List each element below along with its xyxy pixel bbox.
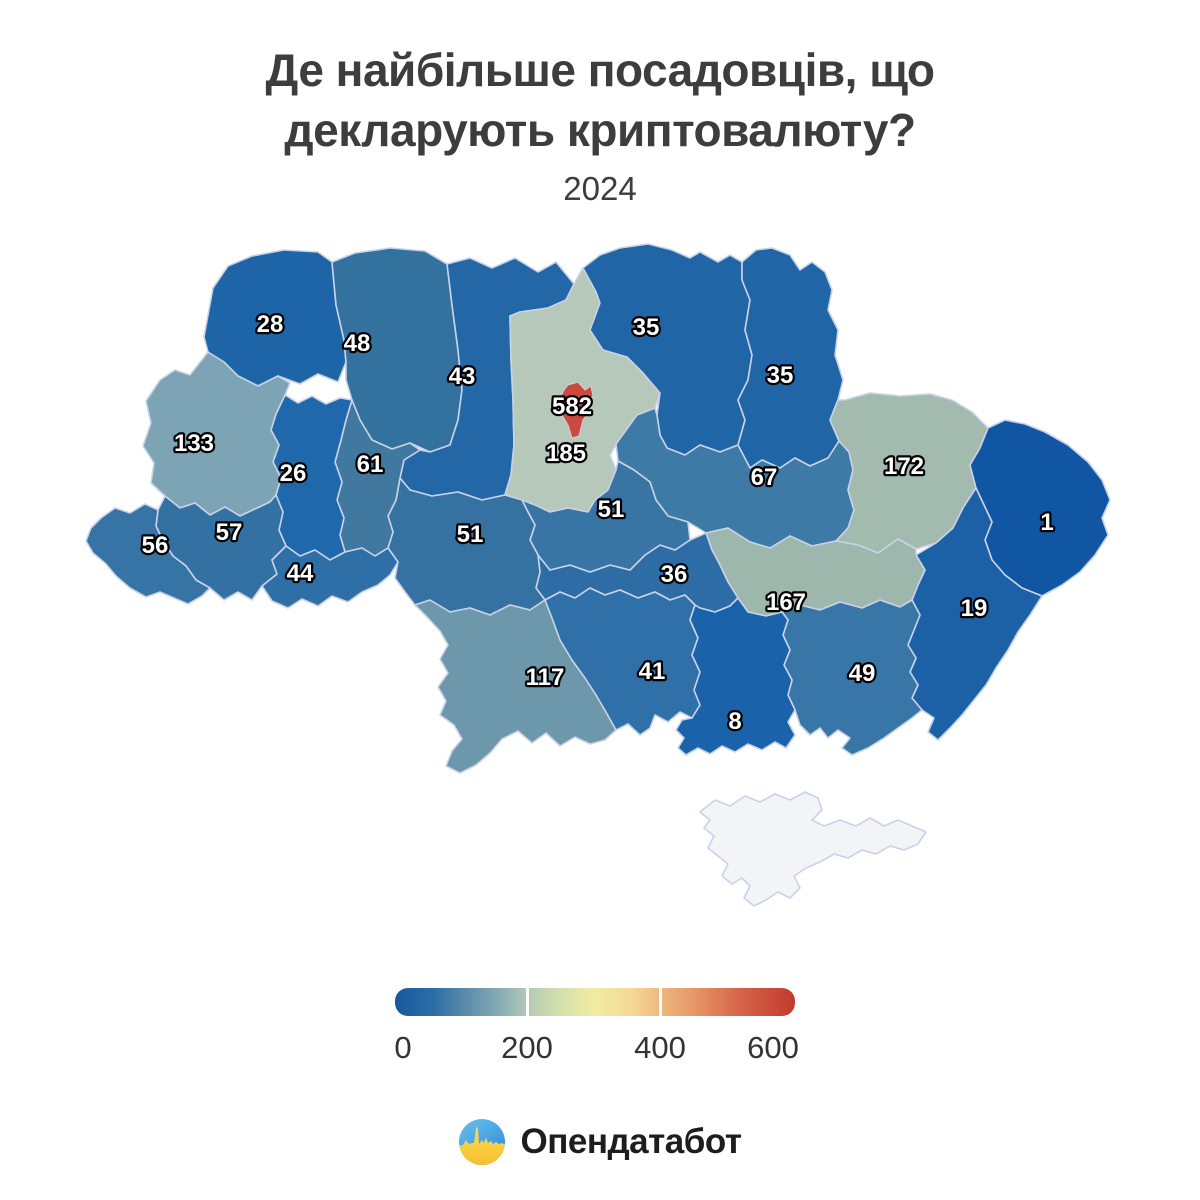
opendatabot-logo-icon <box>459 1119 506 1165</box>
region-kherson <box>675 597 796 756</box>
region-value-zhytomyr: 43 <box>449 363 476 390</box>
page-title-line-2: декларують криптовалюту? <box>284 104 916 156</box>
title-block: Де найбільше посадовців, що декларують к… <box>0 40 1200 208</box>
region-value-mykolaiv: 41 <box>639 658 666 685</box>
legend-tick-400: 400 <box>634 1030 686 1065</box>
region-value-kirovohrad: 36 <box>661 561 688 588</box>
brand-footer: Опендатабот <box>0 1118 1200 1166</box>
region-value-kherson: 8 <box>728 708 741 735</box>
subtitle-year: 2024 <box>563 170 637 207</box>
region-value-khmelnytskyi: 61 <box>357 451 384 478</box>
region-value-zaporizhzhia: 49 <box>849 660 876 687</box>
region-value-lviv: 133 <box>174 430 214 457</box>
region-chernivtsi <box>261 545 399 609</box>
region-value-sumy: 35 <box>767 362 794 389</box>
legend-ticks: 0 200 400 600 <box>394 1030 798 1070</box>
region-crimea-no-data <box>699 791 927 907</box>
legend-tick-200: 200 <box>501 1030 553 1065</box>
region-kyiv-city <box>559 381 594 439</box>
region-value-dnipro: 167 <box>766 589 806 616</box>
region-value-kyiv-city: 582 <box>552 393 592 420</box>
brand-name: Опендатабот <box>520 1122 742 1161</box>
region-value-odesa: 117 <box>526 664 565 691</box>
region-value-kharkiv: 172 <box>884 453 924 480</box>
legend-divider-200 <box>526 988 529 1016</box>
legend-divider-400 <box>659 988 662 1016</box>
region-value-cherkasy: 51 <box>598 496 625 523</box>
legend-gradient-bar <box>395 988 795 1016</box>
region-value-zakarpattia: 56 <box>142 532 169 559</box>
region-value-ivano-frankivsk: 57 <box>216 519 243 546</box>
region-value-chernihiv: 35 <box>633 314 660 341</box>
legend-tick-0: 0 <box>394 1030 412 1065</box>
region-value-chernivtsi: 44 <box>287 560 314 587</box>
region-sumy <box>737 247 844 469</box>
region-value-ternopil: 26 <box>280 460 307 487</box>
region-value-poltava: 67 <box>751 464 778 491</box>
region-value-rivne: 48 <box>344 330 371 357</box>
region-value-volyn: 28 <box>257 311 284 338</box>
region-value-luhansk: 1 <box>1040 509 1053 536</box>
region-zakarpattia <box>85 503 211 605</box>
region-value-kyiv-oblast: 185 <box>546 440 586 467</box>
region-lviv <box>142 351 291 517</box>
region-value-vinnytsia: 51 <box>457 521 484 548</box>
region-cherkasy <box>521 460 691 573</box>
page-title-line-1: Де найбільше посадовців, що <box>265 44 935 96</box>
legend-tick-600: 600 <box>747 1030 799 1065</box>
region-odesa <box>414 599 617 774</box>
color-scale-legend: 0 200 400 600 <box>394 988 799 1070</box>
region-value-donetsk: 19 <box>961 595 988 622</box>
